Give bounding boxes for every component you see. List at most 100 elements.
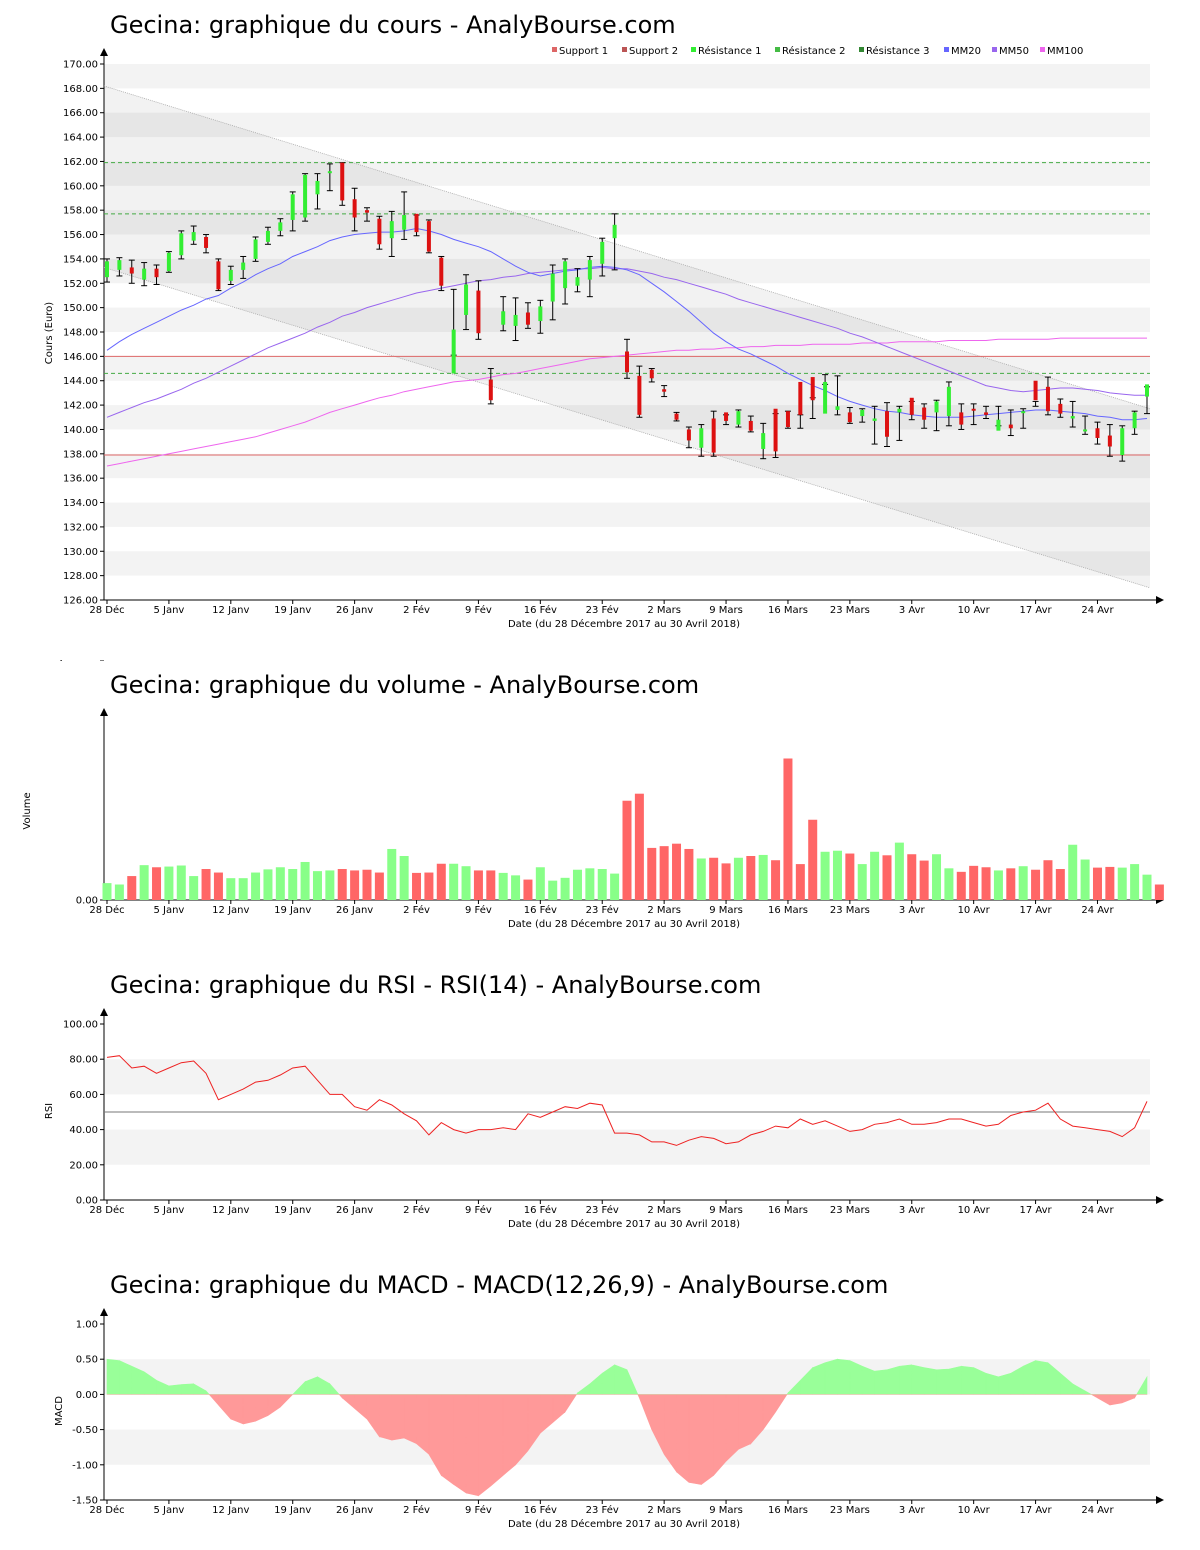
rsi-y-tick-label: 40.00 <box>69 1125 98 1136</box>
volume-x-tick-label: 16 Mars <box>768 905 808 916</box>
rsi-x-tick-label: 24 Avr <box>1081 1205 1114 1216</box>
price-y-tick-label: 164.00 <box>63 133 98 144</box>
volume-bar <box>746 856 756 900</box>
volume-y-tick-label: 400,000.00 <box>41 660 98 663</box>
candle-body <box>265 230 270 242</box>
candle-body <box>971 408 976 411</box>
candle-body <box>823 381 828 414</box>
price-y-tick-label: 132.00 <box>63 522 98 533</box>
volume-bar <box>709 857 719 900</box>
candle-body <box>959 412 964 425</box>
rsi-chart: Gecina: graphique du RSI - RSI(14) - Ana… <box>44 971 1164 1230</box>
candle-body <box>761 433 766 449</box>
price-grid-band <box>104 161 1150 186</box>
volume-bar <box>610 873 620 900</box>
rsi-x-tick-label: 10 Avr <box>958 1205 991 1216</box>
candle-body <box>835 406 840 410</box>
volume-bar <box>771 860 781 900</box>
volume-x-tick-label: 16 Fév <box>524 904 557 916</box>
macd-x-tick-label: 12 Janv <box>212 1505 249 1516</box>
volume-bar <box>758 854 768 900</box>
candle-body <box>600 241 605 264</box>
price-y-tick-label: 162.00 <box>63 157 98 168</box>
macd-x-tick-label: 19 Janv <box>274 1505 311 1516</box>
candle-body <box>798 381 803 415</box>
volume-bar <box>919 860 929 900</box>
volume-bar <box>312 871 322 900</box>
price-y-tick-label: 160.00 <box>63 181 98 192</box>
rsi-x-tick-label: 19 Janv <box>274 1205 311 1216</box>
volume-bar <box>436 863 446 900</box>
price-x-tick-label: 23 Mars <box>830 605 870 616</box>
macd-x-tick-label: 2 Fév <box>403 1504 430 1516</box>
candle-body <box>352 199 357 218</box>
macd-x-tick-label: 16 Mars <box>768 1505 808 1516</box>
price-grid-band <box>104 551 1150 576</box>
macd-y-tick-label: -1.50 <box>72 1496 98 1507</box>
volume-bar <box>1018 866 1028 900</box>
price-legend: Support 1 Support 2 Résistance 1 Résistance… <box>552 45 1083 57</box>
price-chart-panel: Gecina: graphique du cours - AnalyBourse… <box>0 0 1200 640</box>
candle-body <box>340 162 345 201</box>
volume-y-axis-label: Volume <box>22 792 33 829</box>
candle-body <box>228 269 233 281</box>
price-y-tick-label: 166.00 <box>63 108 98 119</box>
rsi-x-tick-label: 23 Fév <box>586 1204 619 1216</box>
candle-body <box>216 261 221 290</box>
price-grid-band <box>104 453 1150 479</box>
candle-body <box>1070 416 1075 419</box>
volume-bar <box>597 869 607 900</box>
macd-x-tick-label: 2 Mars <box>647 1505 681 1516</box>
price-grid-band <box>104 258 1150 284</box>
price-y-tick-label: 152.00 <box>63 279 98 290</box>
volume-bar <box>795 864 805 900</box>
price-y-tick-label: 142.00 <box>63 401 98 412</box>
candle-body <box>699 428 704 448</box>
candle-body <box>439 257 444 286</box>
legend-label: Résistance 3 <box>866 45 929 57</box>
price-x-tick-label: 24 Avr <box>1081 605 1114 616</box>
price-y-tick-label: 128.00 <box>63 571 98 582</box>
legend-swatch <box>992 47 997 52</box>
macd-x-tick-label: 26 Janv <box>336 1505 373 1516</box>
legend-label: MM100 <box>1047 46 1083 57</box>
price-y-tick-label: 170.00 <box>63 60 98 71</box>
price-y-tick-label: 130.00 <box>63 547 98 558</box>
macd-x-tick-label: 3 Avr <box>899 1505 926 1516</box>
price-x-axis-label: Date (du 28 Décembre 2017 au 30 Avril 20… <box>508 618 740 630</box>
candle-body <box>674 413 679 420</box>
volume-bar <box>572 869 582 900</box>
candle-body <box>885 411 889 437</box>
rsi-y-tick-label: 20.00 <box>69 1160 98 1171</box>
macd-x-tick-label: 9 Fév <box>465 1504 492 1516</box>
price-x-tick-label: 16 Fév <box>524 604 557 616</box>
rsi-y-tick-label: 80.00 <box>69 1055 98 1066</box>
volume-bar <box>1006 868 1016 900</box>
candle-body <box>587 260 592 280</box>
price-y-tick-label: 138.00 <box>63 449 98 460</box>
volume-y-tick-label: 500,000.00 <box>41 660 98 663</box>
macd-y-tick-label: -0.50 <box>72 1425 98 1436</box>
volume-bar <box>832 850 842 900</box>
rsi-x-tick-label: 26 Janv <box>336 1205 373 1216</box>
rsi-x-tick-label: 2 Fév <box>403 1204 430 1216</box>
volume-bar <box>560 877 570 900</box>
candle-body <box>476 290 481 334</box>
volume-bar <box>585 868 595 900</box>
candle-body <box>1058 403 1063 414</box>
macd-x-tick-label: 9 Mars <box>709 1505 743 1516</box>
volume-x-tick-label: 3 Avr <box>899 905 926 916</box>
candle-body <box>501 311 506 325</box>
price-x-tick-label: 5 Janv <box>153 605 184 616</box>
candle-body <box>191 232 196 241</box>
legend-label: Résistance 2 <box>782 45 845 57</box>
candle-body <box>1107 435 1112 447</box>
macd-x-tick-label: 28 Déc <box>89 1504 124 1516</box>
volume-x-tick-label: 9 Fév <box>465 904 492 916</box>
candle-body <box>278 222 283 231</box>
candle-body <box>290 194 295 220</box>
volume-bar <box>1154 884 1164 900</box>
volume-x-tick-label: 10 Avr <box>958 905 991 916</box>
volume-bar <box>721 863 731 900</box>
candle-body <box>451 329 456 374</box>
